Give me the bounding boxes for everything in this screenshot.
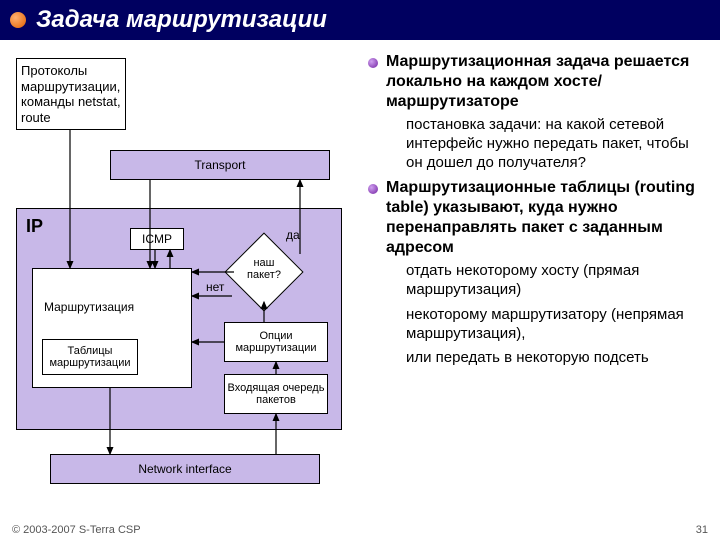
footer-copyright: © 2003-2007 S-Terra CSP	[12, 524, 141, 536]
box-protocols: Протоколы маршрутизации, команды netstat…	[16, 58, 126, 130]
page-title: Задача маршрутизации	[36, 6, 327, 34]
bullet-icon	[368, 58, 378, 68]
bullet-2-text: Маршрутизационные таблицы (routing table…	[386, 178, 702, 258]
content: Протоколы маршрутизации, команды netstat…	[0, 50, 720, 515]
label-options: Опции маршрутизации	[225, 330, 327, 354]
label-queue: Входящая очередь пакетов	[225, 382, 327, 406]
bullet-1-sub-1: постановка задачи: на какой сетевой инте…	[406, 116, 702, 172]
title-bullet-icon	[10, 12, 26, 28]
footer-page: 31	[696, 524, 708, 536]
box-options: Опции маршрутизации	[224, 322, 328, 362]
right-column: Маршрутизационная задача решается локаль…	[360, 50, 720, 515]
box-transport: Transport	[110, 150, 330, 180]
label-routing: Маршрутизация	[44, 300, 134, 314]
box-queue: Входящая очередь пакетов	[224, 374, 328, 414]
box-tables: Таблицы маршрутизации	[42, 339, 138, 375]
bullet-2-sub-3: или передать в некоторую подсеть	[406, 349, 702, 368]
label-tables: Таблицы маршрутизации	[43, 345, 137, 369]
bullet-2-sub-2: некоторому маршрутизатору (непрямая марш…	[406, 306, 702, 344]
diagram-area: Протоколы маршрутизации, команды netstat…	[0, 50, 360, 510]
bullet-1-text: Маршрутизационная задача решается локаль…	[386, 52, 702, 112]
label-transport: Transport	[195, 158, 246, 172]
label-icmp: ICMP	[142, 232, 172, 246]
label-protocols: Протоколы маршрутизации, команды netstat…	[21, 63, 121, 125]
box-netif: Network interface	[50, 454, 320, 484]
label-yes: да	[286, 228, 300, 242]
label-no: нет	[206, 280, 224, 294]
bullet-2: Маршрутизационные таблицы (routing table…	[368, 178, 702, 258]
title-bar: Задача маршрутизации	[0, 0, 720, 40]
box-icmp: ICMP	[130, 228, 184, 250]
label-ip: IP	[26, 216, 43, 237]
bullet-icon	[368, 184, 378, 194]
bullet-2-sub-1: отдать некоторому хосту (прямая маршрути…	[406, 262, 702, 300]
label-netif: Network interface	[138, 462, 231, 476]
footer: © 2003-2007 S-Terra CSP 31	[12, 524, 708, 536]
bullet-1: Маршрутизационная задача решается локаль…	[368, 52, 702, 112]
label-decision: наш пакет?	[239, 257, 289, 281]
